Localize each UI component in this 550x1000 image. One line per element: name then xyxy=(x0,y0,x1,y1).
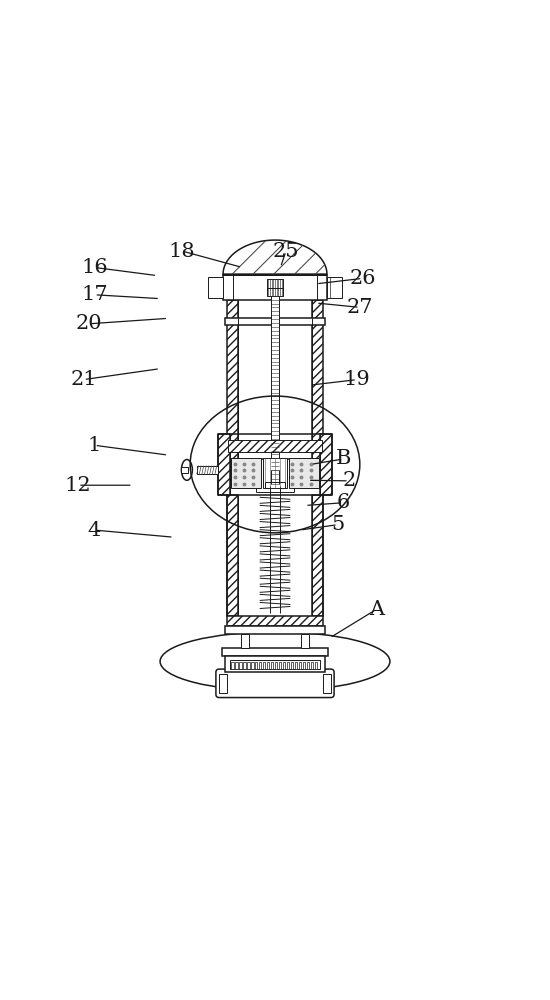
Bar xyxy=(255,662,257,669)
Bar xyxy=(251,662,254,669)
Text: 2: 2 xyxy=(342,471,355,490)
Bar xyxy=(323,674,331,693)
Bar xyxy=(219,674,227,693)
Bar xyxy=(227,616,323,626)
Text: 19: 19 xyxy=(344,370,371,389)
Ellipse shape xyxy=(182,460,192,480)
Bar xyxy=(295,662,298,669)
Bar xyxy=(231,662,234,669)
Text: 25: 25 xyxy=(273,242,299,261)
Bar xyxy=(327,277,342,298)
Bar xyxy=(287,662,289,669)
Bar xyxy=(267,662,270,669)
Bar xyxy=(312,300,323,459)
Text: 17: 17 xyxy=(81,285,108,304)
Bar xyxy=(243,662,245,669)
Bar xyxy=(271,296,279,470)
Text: 12: 12 xyxy=(65,476,91,495)
Bar xyxy=(301,634,310,648)
Bar xyxy=(227,300,238,459)
Text: 21: 21 xyxy=(70,370,97,389)
Polygon shape xyxy=(223,240,327,275)
Bar xyxy=(197,466,218,474)
Bar xyxy=(224,626,326,634)
Bar xyxy=(289,458,319,488)
Bar xyxy=(208,277,223,298)
Bar xyxy=(222,648,328,656)
Bar xyxy=(271,662,273,669)
Text: 5: 5 xyxy=(331,515,344,534)
Bar xyxy=(228,440,322,452)
Text: B: B xyxy=(336,449,351,468)
Bar xyxy=(239,662,241,669)
Bar xyxy=(224,318,326,325)
Text: 4: 4 xyxy=(88,521,101,540)
Text: 20: 20 xyxy=(76,314,102,333)
Bar xyxy=(291,662,293,669)
Text: 1: 1 xyxy=(88,436,101,455)
FancyBboxPatch shape xyxy=(216,669,334,698)
Bar xyxy=(307,662,309,669)
Bar xyxy=(224,656,326,672)
Text: A: A xyxy=(368,600,384,619)
Text: 26: 26 xyxy=(349,269,376,288)
Bar xyxy=(299,662,301,669)
Bar xyxy=(321,434,332,495)
Text: 6: 6 xyxy=(337,493,350,512)
Bar xyxy=(311,662,313,669)
Bar xyxy=(283,662,285,669)
Bar xyxy=(315,662,317,669)
Bar xyxy=(267,279,283,296)
Bar xyxy=(263,662,266,669)
Bar xyxy=(231,458,261,488)
Bar xyxy=(227,495,238,616)
Bar xyxy=(218,434,229,495)
Bar xyxy=(303,662,305,669)
Bar xyxy=(230,660,320,669)
Bar xyxy=(279,662,282,669)
Bar xyxy=(312,495,323,616)
Bar xyxy=(259,662,261,669)
Bar xyxy=(223,275,327,300)
Text: 18: 18 xyxy=(169,242,195,261)
Bar xyxy=(263,458,287,488)
Bar xyxy=(247,662,250,669)
Text: 16: 16 xyxy=(81,258,108,277)
Text: 27: 27 xyxy=(346,298,373,317)
Bar xyxy=(182,467,188,473)
Bar xyxy=(240,634,249,648)
Bar xyxy=(275,662,277,669)
Bar xyxy=(235,662,238,669)
